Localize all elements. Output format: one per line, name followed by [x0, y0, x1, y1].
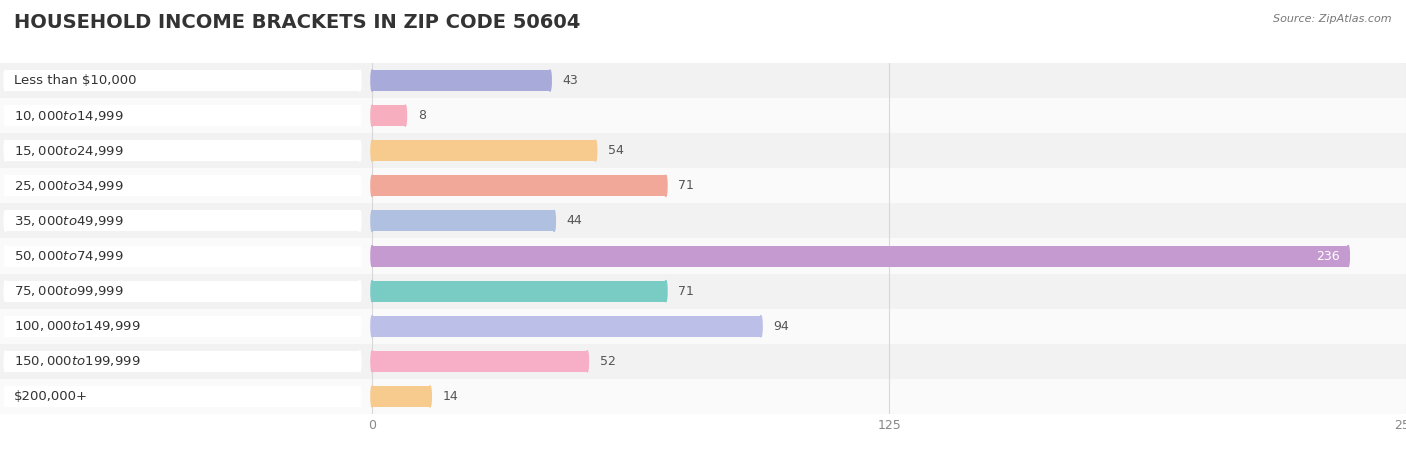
Bar: [373, 281, 666, 302]
Circle shape: [595, 140, 596, 161]
Circle shape: [4, 70, 7, 91]
Circle shape: [371, 211, 374, 231]
Text: 236: 236: [1316, 250, 1340, 262]
Bar: [373, 176, 666, 196]
Circle shape: [371, 176, 374, 196]
Bar: [0, 133, 1406, 168]
Circle shape: [371, 351, 374, 372]
Circle shape: [4, 351, 7, 372]
Circle shape: [1347, 246, 1350, 266]
Bar: [0, 168, 1406, 203]
Circle shape: [404, 105, 406, 126]
Circle shape: [429, 386, 432, 407]
Bar: [0, 309, 1406, 344]
Circle shape: [371, 386, 374, 407]
Circle shape: [665, 176, 666, 196]
Circle shape: [359, 105, 361, 126]
Circle shape: [359, 281, 361, 302]
Text: 8: 8: [418, 109, 426, 122]
Bar: [6, 211, 360, 231]
Text: 14: 14: [443, 390, 458, 403]
Bar: [6, 281, 360, 302]
Text: 44: 44: [567, 215, 582, 227]
Circle shape: [359, 246, 361, 266]
Bar: [373, 70, 550, 91]
Text: 94: 94: [773, 320, 789, 333]
Text: Less than $10,000: Less than $10,000: [14, 74, 136, 87]
Text: $75,000 to $99,999: $75,000 to $99,999: [14, 284, 124, 298]
Circle shape: [4, 105, 7, 126]
Bar: [373, 351, 588, 372]
Bar: [373, 316, 761, 337]
Circle shape: [759, 316, 762, 337]
Circle shape: [371, 105, 374, 126]
Text: Source: ZipAtlas.com: Source: ZipAtlas.com: [1274, 14, 1392, 23]
Bar: [6, 351, 360, 372]
Bar: [0, 203, 1406, 238]
Bar: [6, 316, 360, 337]
Text: 71: 71: [678, 285, 695, 297]
Text: 71: 71: [678, 180, 695, 192]
Bar: [6, 70, 360, 91]
Circle shape: [371, 140, 374, 161]
Bar: [373, 211, 554, 231]
Circle shape: [4, 386, 7, 407]
Circle shape: [4, 316, 7, 337]
Circle shape: [553, 211, 555, 231]
Circle shape: [359, 176, 361, 196]
Circle shape: [359, 140, 361, 161]
Text: $10,000 to $14,999: $10,000 to $14,999: [14, 108, 124, 123]
Circle shape: [4, 246, 7, 266]
Bar: [6, 246, 360, 266]
Text: HOUSEHOLD INCOME BRACKETS IN ZIP CODE 50604: HOUSEHOLD INCOME BRACKETS IN ZIP CODE 50…: [14, 14, 581, 32]
Bar: [373, 386, 430, 407]
Bar: [6, 105, 360, 126]
Circle shape: [371, 316, 374, 337]
Circle shape: [371, 70, 374, 91]
Text: $35,000 to $49,999: $35,000 to $49,999: [14, 214, 124, 228]
Text: 54: 54: [607, 144, 624, 157]
Text: $25,000 to $34,999: $25,000 to $34,999: [14, 179, 124, 193]
Circle shape: [4, 140, 7, 161]
Bar: [373, 140, 596, 161]
Text: $150,000 to $199,999: $150,000 to $199,999: [14, 354, 141, 369]
Circle shape: [665, 281, 666, 302]
Text: $100,000 to $149,999: $100,000 to $149,999: [14, 319, 141, 333]
Bar: [0, 63, 1406, 98]
Circle shape: [359, 70, 361, 91]
Circle shape: [586, 351, 589, 372]
Bar: [0, 379, 1406, 414]
Bar: [0, 344, 1406, 379]
Bar: [373, 246, 1348, 266]
Bar: [0, 274, 1406, 309]
Circle shape: [359, 386, 361, 407]
Bar: [0, 98, 1406, 133]
Bar: [6, 140, 360, 161]
Circle shape: [359, 351, 361, 372]
Bar: [6, 176, 360, 196]
Text: $15,000 to $24,999: $15,000 to $24,999: [14, 144, 124, 158]
Text: 43: 43: [562, 74, 578, 87]
Circle shape: [4, 211, 7, 231]
Circle shape: [548, 70, 551, 91]
Bar: [6, 386, 360, 407]
Text: 52: 52: [599, 355, 616, 368]
Circle shape: [359, 316, 361, 337]
Text: $200,000+: $200,000+: [14, 390, 87, 403]
Bar: [0, 238, 1406, 274]
Circle shape: [371, 246, 374, 266]
Circle shape: [4, 281, 7, 302]
Circle shape: [371, 281, 374, 302]
Circle shape: [359, 211, 361, 231]
Bar: [373, 105, 405, 126]
Circle shape: [4, 176, 7, 196]
Text: $50,000 to $74,999: $50,000 to $74,999: [14, 249, 124, 263]
